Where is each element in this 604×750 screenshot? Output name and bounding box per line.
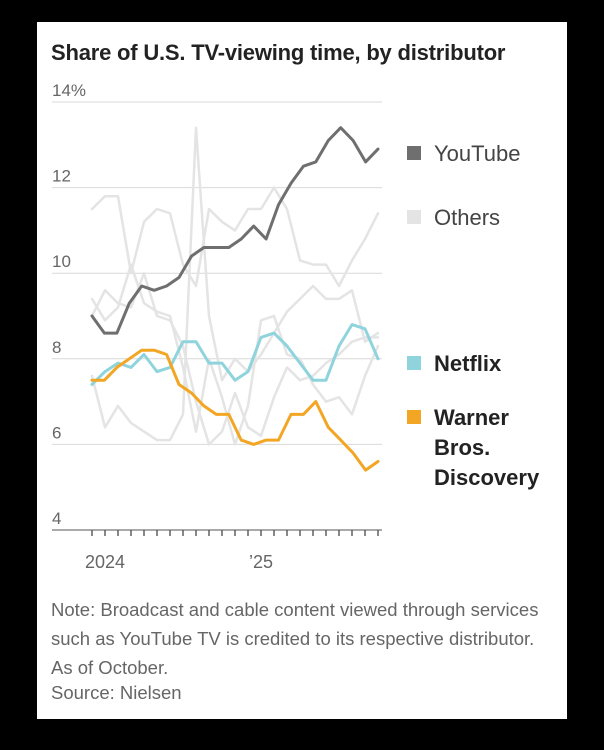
legend-label: Netflix: [434, 351, 502, 376]
legend-swatch: [407, 410, 421, 424]
y-tick-label: 14%: [52, 81, 86, 100]
line-chart: 4 6 8 10 12 14% 2024 ’25 YouTube Others Netflix War…: [52, 81, 540, 572]
y-tick-label: 6: [52, 423, 61, 442]
series-line-others4: [90, 271, 380, 446]
series-line-others1: [90, 186, 380, 288]
legend-swatch: [407, 210, 421, 224]
chart-note: Note: Broadcast and cable content viewed…: [51, 599, 539, 678]
legend-swatch: [407, 356, 421, 370]
legend-label: YouTube: [434, 141, 520, 166]
chart-source: Source: Nielsen: [51, 682, 182, 703]
x-tick-label: 2024: [85, 552, 125, 572]
y-tick-label: 12: [52, 167, 71, 186]
legend-label: Warner: [434, 405, 509, 430]
series-line-youtube: [90, 126, 380, 335]
chart-title: Share of U.S. TV-viewing time, by distri…: [51, 40, 506, 65]
chart-card: Share of U.S. TV-viewing time, by distri…: [37, 22, 567, 719]
series-line-wbd: [90, 348, 380, 472]
y-tick-label: 8: [52, 338, 61, 357]
y-tick-label: 10: [52, 252, 71, 271]
x-tick-label: ’25: [249, 552, 273, 572]
legend-label: Bros.: [434, 435, 490, 460]
series-line-netflix: [90, 323, 380, 386]
y-tick-label: 4: [52, 509, 61, 528]
series-line-others3: [90, 126, 380, 442]
legend-swatch: [407, 146, 421, 160]
legend-label: Discovery: [434, 465, 540, 490]
legend-label: Others: [434, 205, 500, 230]
